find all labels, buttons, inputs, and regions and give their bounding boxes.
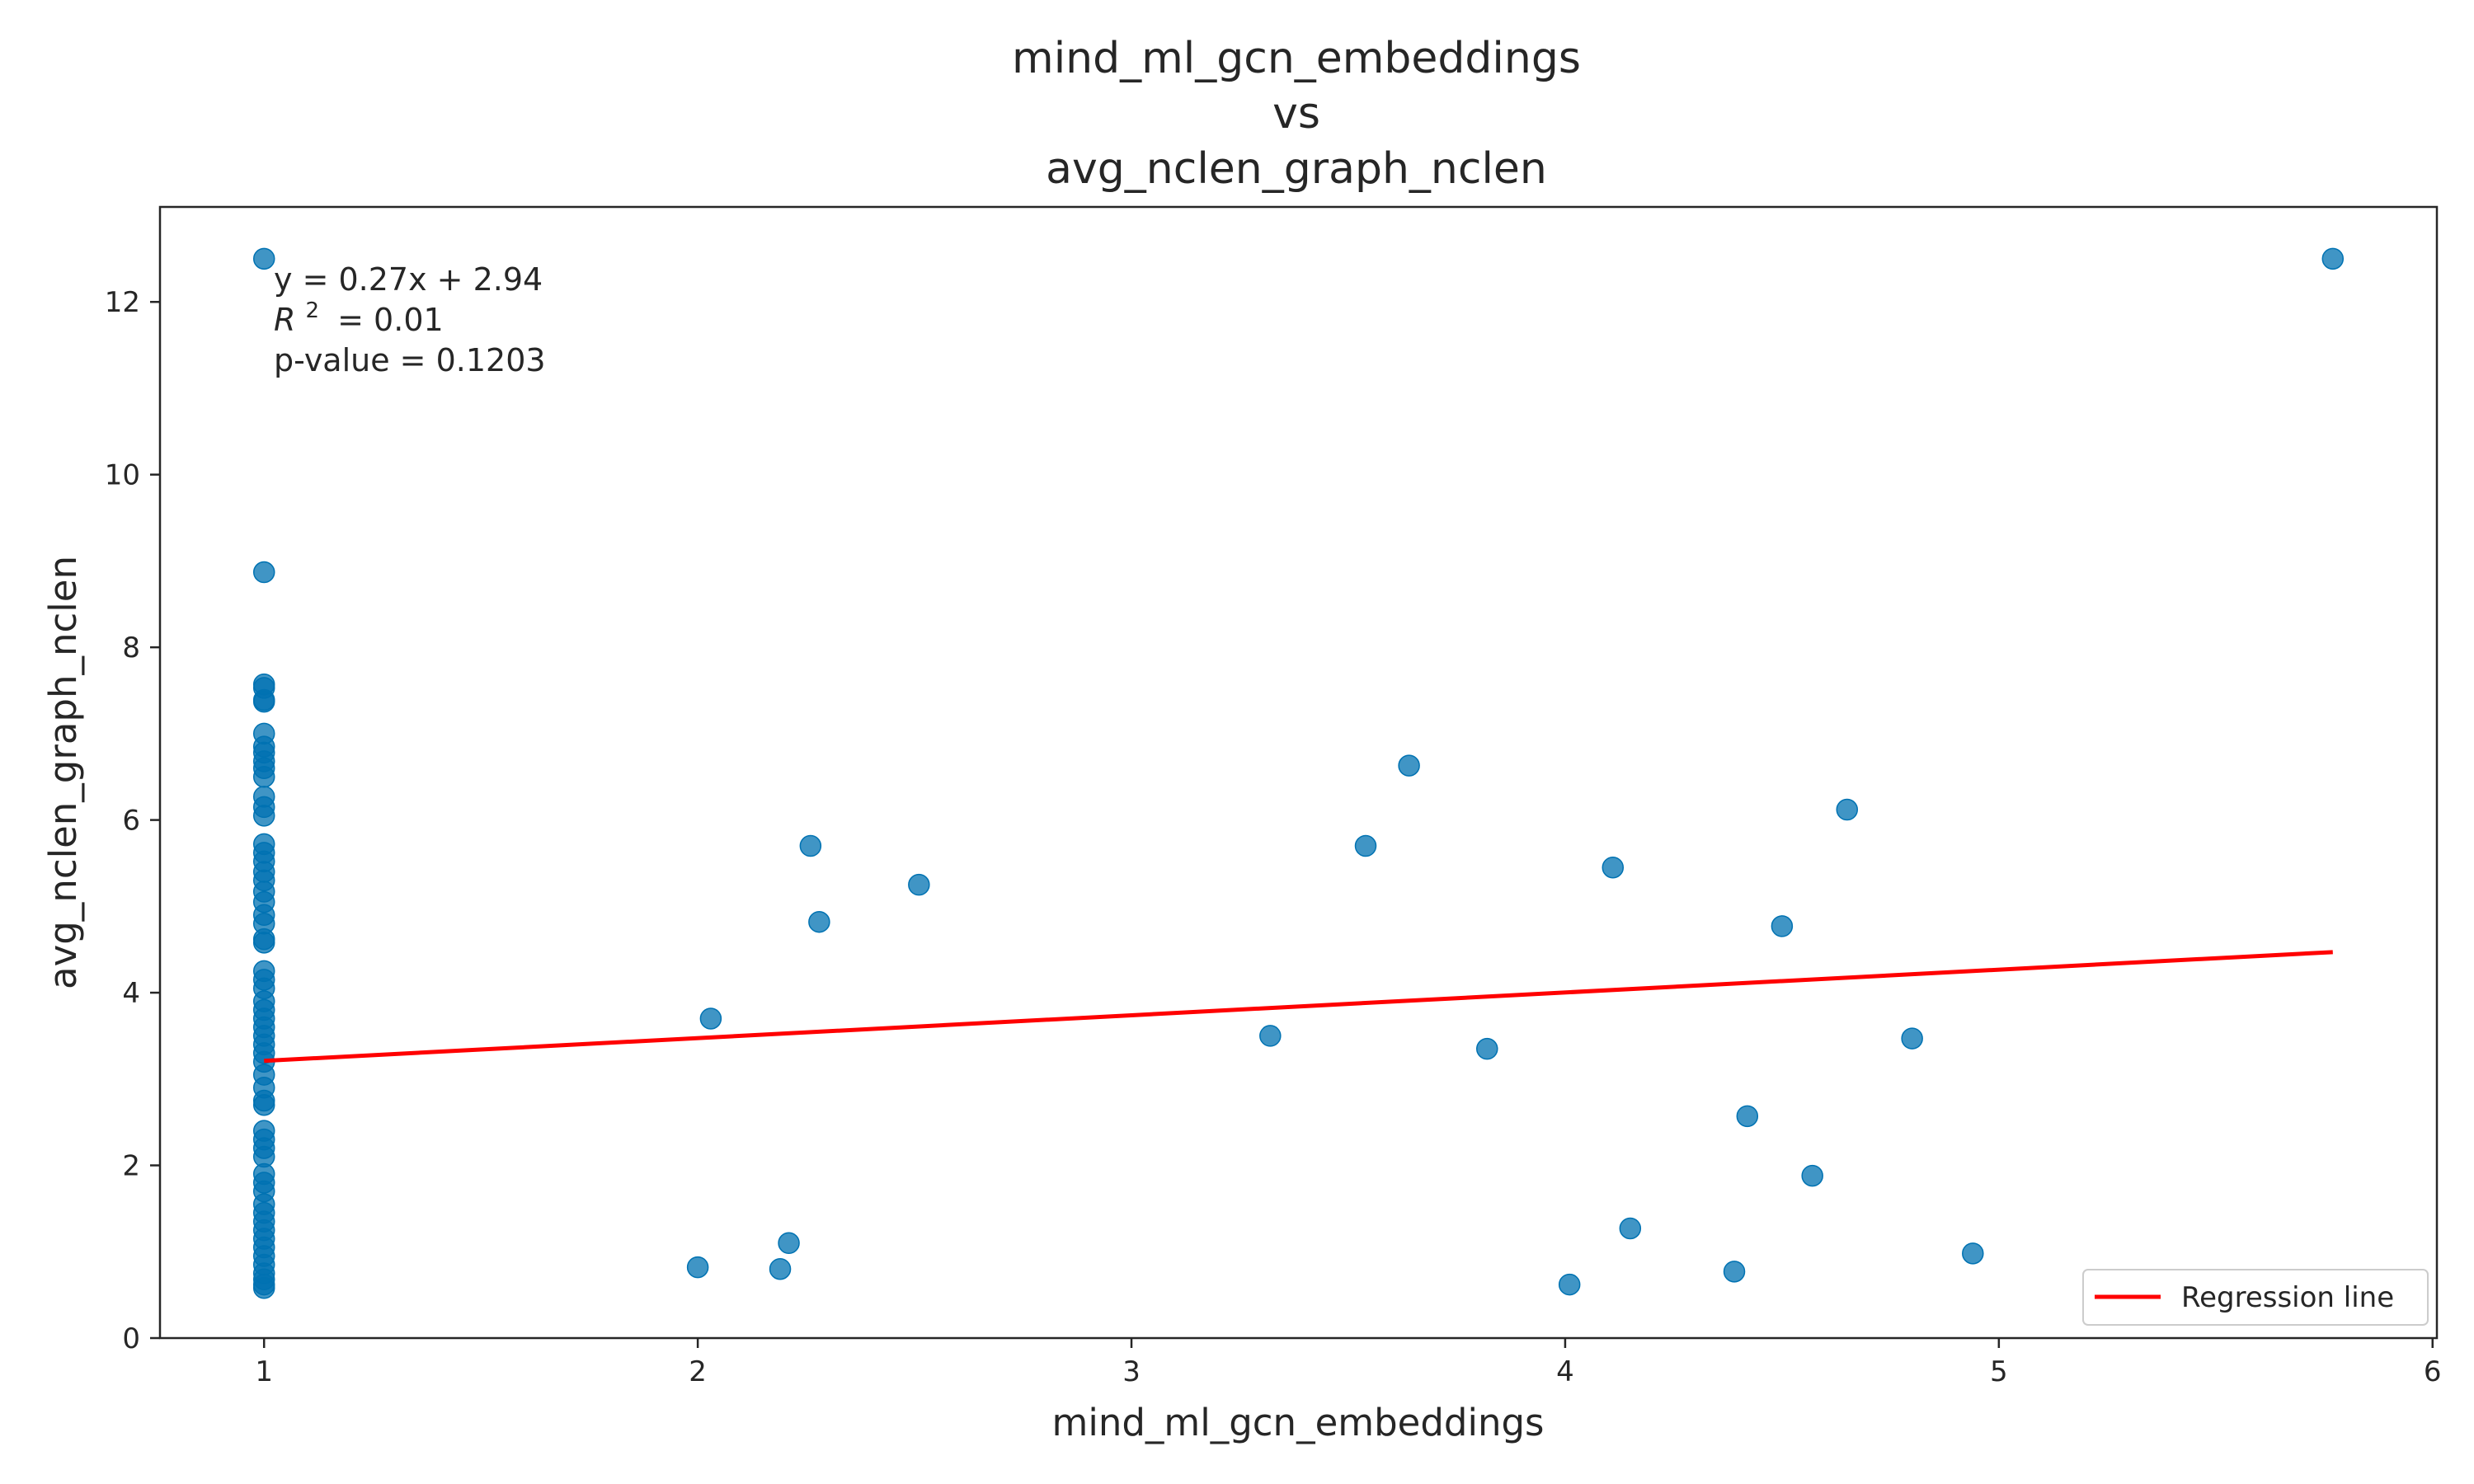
scatter-point: [1836, 798, 1859, 821]
scatter-point: [252, 932, 275, 954]
y-tick-label: 8: [122, 632, 140, 665]
scatter-point: [1619, 1217, 1642, 1240]
y-tick-label: 6: [122, 805, 140, 838]
scatter-point: [252, 805, 275, 827]
legend-box: [2082, 1269, 2429, 1326]
scatter-point: [799, 834, 822, 857]
scatter-point: [1962, 1242, 1984, 1265]
x-axis-label: mind_ml_gcn_embeddings: [1051, 1401, 1544, 1444]
x-tick-label: 2: [689, 1355, 707, 1388]
scatter-point: [769, 1257, 792, 1280]
scatter-point: [1259, 1025, 1282, 1047]
chart-title: mind_ml_gcn_embeddings vs avg_nclen_grap…: [1012, 34, 1581, 194]
x-tick-label: 1: [255, 1355, 273, 1388]
scatter-point: [1602, 856, 1625, 879]
y-axis-label: avg_nclen_graph_nclen: [41, 556, 85, 989]
chart-title-line-3: avg_nclen_graph_nclen: [1046, 144, 1547, 194]
y-axis-ticks: 0 2 4 6 8 10 12: [105, 286, 160, 1355]
r-squared-superscript: 2: [306, 298, 320, 323]
scatter-point: [908, 873, 930, 896]
y-tick-label: 4: [122, 977, 140, 1010]
r-squared-value: = 0.01: [337, 302, 444, 338]
y-tick-label: 10: [105, 459, 140, 492]
x-axis-ticks: 1 2 3 4 5 6: [255, 1338, 2442, 1388]
scatter-point: [252, 1093, 275, 1116]
scatter-point: [1736, 1105, 1759, 1128]
regression-stats-annotation: y = 0.27x + 2.94 R 2 = 0.01 p-value = 0.…: [274, 261, 546, 378]
legend: Regression line: [2082, 1269, 2429, 1326]
scatter-point: [686, 1256, 709, 1279]
scatter-point: [1398, 754, 1420, 777]
scatter-point: [778, 1232, 800, 1255]
y-tick-label: 12: [105, 286, 140, 319]
scatter-point: [1801, 1164, 1823, 1187]
scatter-point: [252, 247, 275, 270]
scatter-point: [1354, 834, 1377, 857]
regression-line-group: [264, 950, 2333, 1064]
scatter-point: [1901, 1027, 1923, 1050]
scatter-point: [252, 561, 275, 584]
chart-title-line-2: vs: [1272, 89, 1320, 139]
scatter-point: [252, 690, 275, 713]
legend-regression-label: Regression line: [2181, 1281, 2394, 1314]
scatter-point: [1476, 1037, 1498, 1060]
data-points: [252, 247, 2345, 1299]
x-tick-label: 6: [2424, 1355, 2442, 1388]
y-tick-label: 2: [122, 1150, 140, 1183]
y-tick-label: 0: [122, 1322, 140, 1355]
regression-line: [264, 950, 2333, 1064]
scatter-point: [252, 1277, 275, 1299]
chart-title-line-1: mind_ml_gcn_embeddings: [1012, 34, 1581, 83]
scatter-point: [252, 765, 275, 788]
r-squared-text: R 2 = 0.01: [274, 289, 444, 338]
scatter-point: [1558, 1273, 1581, 1296]
scatter-point: [2321, 247, 2345, 270]
p-value-text: p-value = 0.1203: [274, 342, 546, 378]
scatter-point: [699, 1007, 722, 1030]
scatter-point: [1723, 1261, 1746, 1283]
plot-area-frame: [158, 205, 2439, 1340]
x-tick-label: 5: [1990, 1355, 2008, 1388]
x-tick-label: 4: [1556, 1355, 1574, 1388]
scatter-point: [808, 910, 830, 933]
scatter-point: [1771, 915, 1794, 937]
x-tick-label: 3: [1122, 1355, 1141, 1388]
regression-equation: y = 0.27x + 2.94: [274, 261, 543, 298]
r-squared-symbol: R: [274, 302, 295, 338]
